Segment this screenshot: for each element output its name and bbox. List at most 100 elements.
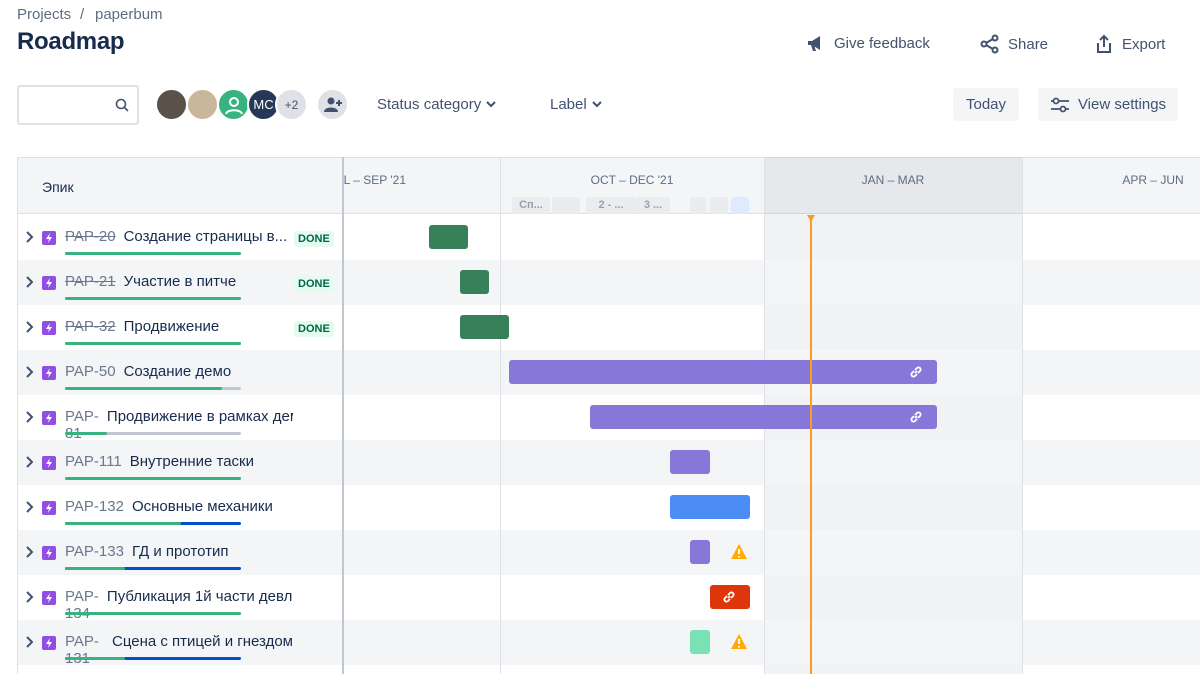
sprint-chip: [552, 197, 580, 214]
timeline-bar[interactable]: [590, 405, 937, 429]
avatar[interactable]: MC: [247, 88, 280, 121]
expand-chevron: [25, 365, 35, 384]
expand-chevron: [25, 410, 35, 429]
label-filter[interactable]: Label: [550, 96, 603, 113]
progress-done: [65, 567, 125, 570]
expand-chevron: [25, 635, 35, 654]
chevron-down: [592, 101, 602, 108]
progress-done: [65, 432, 108, 435]
epic-label: PAP-81 Продвижение в рамках демо: [65, 408, 293, 442]
today-marker: [810, 215, 812, 674]
epic-label: PAP-131 Сцена с птицей и гнездом: [65, 633, 293, 667]
warning-icon: [730, 543, 748, 565]
add-person[interactable]: [316, 88, 349, 121]
epic-icon: [42, 411, 56, 425]
timeline-bar[interactable]: [710, 585, 750, 609]
share-button[interactable]: Share: [980, 34, 1048, 54]
quarter-label: APR – JUN: [1122, 173, 1184, 187]
avatar[interactable]: [217, 88, 250, 121]
progress-done: [65, 522, 182, 525]
issue-key: PAP-132: [65, 498, 124, 515]
quarter-divider: [500, 157, 501, 674]
progress-track: [65, 657, 241, 660]
issue-title: ГД и прототип: [131, 543, 229, 560]
epic-label: PAP-50 Создание демо: [65, 363, 231, 380]
progress-done: [65, 342, 241, 345]
epic-icon: [42, 501, 56, 515]
more-avatars[interactable]: +2: [275, 88, 308, 121]
epic-row[interactable]: PAP-21 Участие в питче DONE: [17, 260, 1200, 305]
sprint-chip: 3 ...: [636, 197, 670, 214]
user-icon: [224, 96, 243, 114]
epic-row[interactable]: PAP-131 Сцена с птицей и гнездом: [17, 620, 1200, 667]
status-filter[interactable]: Status category: [377, 96, 497, 113]
share-icon: [980, 34, 999, 54]
breadcrumb[interactable]: Projects: [17, 6, 72, 23]
link-icon: [722, 590, 736, 609]
epic-row[interactable]: PAP-133 ГД и прототип: [17, 530, 1200, 575]
label: Label: [550, 96, 587, 113]
sprint-chip: [690, 197, 706, 214]
progress-done: [65, 657, 125, 660]
search-input[interactable]: [17, 85, 139, 125]
megaphone-icon: [808, 36, 820, 51]
epic-icon: [42, 636, 56, 650]
label: Share: [1008, 35, 1049, 53]
export-button[interactable]: Export: [1094, 34, 1165, 54]
search-icon: [115, 98, 129, 112]
progress-track: [65, 432, 241, 435]
issue-title: Сцена с птицей и гнездом: [111, 633, 293, 650]
timeline-bar[interactable]: [690, 630, 710, 654]
progress-track: [65, 567, 241, 570]
progress-done: [65, 297, 241, 300]
issue-title: Публикация 1й части девло...: [106, 588, 293, 605]
timeline-bar[interactable]: [460, 315, 509, 339]
timeline-bar[interactable]: [509, 360, 937, 384]
timeline-bar[interactable]: [460, 270, 489, 294]
panel-divider: [342, 157, 344, 674]
status-lozenge: DONE: [294, 321, 334, 337]
epic-row[interactable]: PAP-134 Публикация 1й части девло...: [17, 575, 1200, 622]
epic-row[interactable]: PAP-81 Продвижение в рамках демо: [17, 395, 1200, 442]
epic-label: PAP-134 Публикация 1й части девло...: [65, 588, 293, 622]
epic-icon: [42, 591, 56, 605]
label: Export: [1122, 35, 1166, 53]
today-marker-head: [807, 215, 815, 222]
progress-done: [65, 477, 241, 480]
epic-row[interactable]: PAP-111 Внутренние таски: [17, 440, 1200, 485]
timeline-bar[interactable]: [429, 225, 468, 249]
add-person-icon: [323, 97, 342, 112]
epic-row[interactable]: PAP-32 Продвижение DONE: [17, 305, 1200, 350]
timeline-bar[interactable]: [670, 450, 710, 474]
quarter-label: OCT – DEC '21: [590, 173, 674, 187]
expand-chevron: [25, 545, 35, 564]
epic-icon: [42, 546, 56, 560]
epic-row[interactable]: PAP-50 Создание демо: [17, 350, 1200, 395]
avatar[interactable]: [155, 88, 188, 121]
breadcrumb-separator: /: [80, 6, 85, 23]
quarter-label: JAN – MAR: [861, 173, 925, 187]
epic-icon: [42, 276, 56, 290]
epic-label: PAP-32 Продвижение: [65, 318, 219, 335]
timeline-bar[interactable]: [690, 540, 710, 564]
timeline-bar[interactable]: [670, 495, 750, 519]
issue-key: PAP-133: [65, 543, 124, 560]
epic-row[interactable]: PAP-20 Создание страницы в... DONE: [17, 215, 1200, 260]
sprint-chip: [731, 197, 749, 214]
label: Status category: [377, 96, 482, 113]
avatar[interactable]: [186, 88, 219, 121]
issue-key: PAP-81: [65, 408, 99, 442]
today-button[interactable]: Today: [953, 88, 1019, 121]
epic-icon: [42, 456, 56, 470]
sprint-chip: 2 - ...: [586, 197, 636, 214]
breadcrumb[interactable]: paperbum: [95, 6, 163, 23]
issue-key: PAP-134: [65, 588, 99, 622]
epic-row[interactable]: PAP-132 Основные механики: [17, 485, 1200, 530]
link-icon: [909, 365, 923, 384]
epic-label: PAP-20 Создание страницы в...: [65, 228, 287, 245]
issue-title: Внутренние таски: [129, 453, 254, 470]
view-settings-button[interactable]: View settings: [1038, 88, 1178, 121]
expand-chevron: [25, 455, 35, 474]
feedback-button[interactable]: Give feedback: [806, 34, 930, 52]
